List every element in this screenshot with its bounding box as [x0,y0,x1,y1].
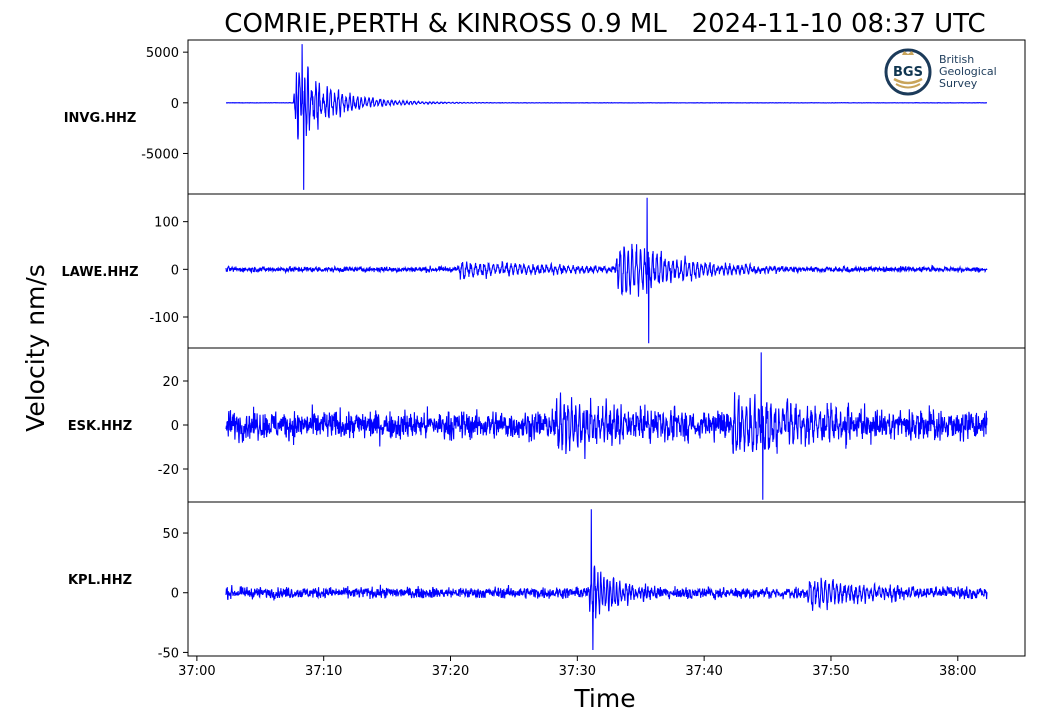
logo-line: British [939,53,974,66]
panel-esk-hhz: ESK.HHZ 20 0 -20 [68,347,1026,503]
logo-wave [895,83,921,89]
logo-ring [884,48,932,96]
panel-frame [187,501,1026,657]
panel-lawe-hhz: LAWE.HHZ 100 0 -100 [61,193,1026,349]
y-tick-label: 0 [171,263,179,278]
y-tick-label: 0 [171,97,179,112]
y-tick-label: -20 [158,463,179,478]
logo-acronym: BGS [893,65,923,80]
x-tick-label: 37:00 [178,664,215,679]
y-tick-label: 0 [171,419,179,434]
y-tick-label: 50 [162,527,179,542]
waveform-series [225,509,988,651]
y-tick-label: -50 [158,646,179,661]
y-tick-label: -100 [149,311,179,326]
waveform-series [225,352,988,500]
station-label: ESK.HHZ [68,419,132,434]
x-tick-label: 38:00 [939,664,976,679]
chart-title: COMRIE,PERTH & KINROSS 0.9 ML 2024-11-10… [224,9,985,39]
logo-wave [893,77,923,85]
x-tick-label: 37:20 [432,664,469,679]
x-tick-label: 37:10 [305,664,342,679]
bgs-logo: BGS British Geological Survey [884,48,997,96]
y-axis-label: Velocity nm/s [21,264,50,432]
crown-icon [902,51,914,55]
station-label: INVG.HHZ [64,111,137,126]
waveform-series [226,44,987,190]
logo-line: Survey [939,77,978,90]
x-axis-label: Time [573,684,635,713]
y-tick-label: 5000 [146,46,179,61]
panel-invg-hhz: INVG.HHZ 5000 0 -5000 [64,39,1026,195]
panel-kpl-hhz: KPL.HHZ 50 0 -50 [68,501,1026,661]
y-tick-label: 100 [154,216,179,231]
x-tick-label: 37:30 [559,664,596,679]
station-label: LAWE.HHZ [61,265,138,280]
x-tick-label: 37:50 [812,664,849,679]
panels-group: INVG.HHZ50000-5000LAWE.HHZ1000-100ESK.HH… [61,39,1026,661]
x-tick-label: 37:40 [685,664,722,679]
y-tick-label: 0 [171,587,179,602]
station-label: KPL.HHZ [68,573,132,588]
y-tick-label: 20 [162,375,179,390]
logo-line: Geological [939,65,997,78]
y-tick-label: -5000 [141,147,179,162]
x-axis: 37:00 37:10 37:20 37:30 37:40 37:50 38:00 [178,656,977,679]
waveform-series [225,197,988,344]
